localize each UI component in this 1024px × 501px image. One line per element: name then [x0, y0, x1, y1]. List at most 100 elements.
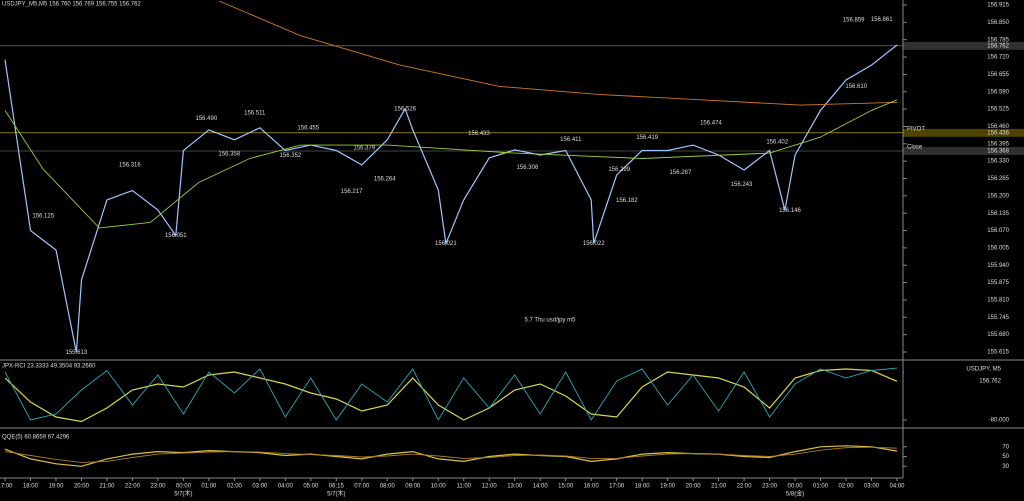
x-tick-label: 19:00: [660, 484, 676, 490]
date-label: 5/8(金): [786, 490, 804, 498]
y-tick-label: 70: [1002, 444, 1009, 450]
series-line: [4, 99, 898, 229]
price-annotation: 156.610: [845, 84, 867, 90]
x-tick-label: 09:00: [405, 484, 421, 490]
price-annotation: 156.051: [165, 233, 187, 239]
y-tick-label: 156.460: [987, 124, 1009, 130]
x-tick-label: 06:15: [329, 484, 345, 490]
series-line: [4, 445, 898, 467]
price-annotation: 156.411: [560, 137, 582, 143]
price-annotation: 156.243: [731, 182, 753, 188]
y-tick-label: 156.720: [987, 55, 1009, 61]
price-annotation: 156.526: [394, 106, 416, 112]
y-tick-label: 156.590: [987, 89, 1009, 95]
y-tick-label: 156.395: [987, 141, 1009, 147]
x-tick-label: 00:00: [788, 484, 804, 490]
x-tick-label: 23:00: [762, 484, 778, 490]
y-tick-label: 155.810: [987, 298, 1009, 304]
price-annotation: 156.402: [766, 140, 788, 146]
level-value: 156.762: [987, 43, 1009, 49]
y-tick-label: 156.915: [987, 3, 1009, 9]
x-tick-label: 16:00: [584, 484, 600, 490]
x-tick-label: 18:00: [635, 484, 651, 490]
y-tick-label: 156.330: [987, 159, 1009, 165]
price-annotation: 156.306: [517, 165, 539, 171]
x-tick-label: 21:00: [711, 484, 727, 490]
price-annotation: 156.264: [374, 176, 396, 182]
level-box: [903, 147, 1024, 156]
date-label: 5/7(木): [327, 490, 345, 498]
x-tick-label: 01:00: [813, 484, 829, 490]
x-tick-label: 12:00: [482, 484, 498, 490]
price-annotation: 156.217: [341, 189, 363, 195]
y-tick-label: 156.005: [987, 245, 1009, 251]
level-value: 156.436: [987, 130, 1009, 136]
y-tick-label: 156.265: [987, 176, 1009, 182]
price-annotation: 156.299: [608, 167, 630, 173]
x-tick-label: 11:00: [456, 484, 471, 490]
price-annotation: 156.146: [779, 208, 801, 214]
price-annotation: 156.511: [244, 110, 266, 116]
series-line: [4, 368, 898, 423]
series-line: [4, 367, 898, 421]
x-tick-label: 15:00: [558, 484, 574, 490]
y-tick-label: 156.785: [987, 37, 1009, 43]
price-annotation: 156.358: [218, 151, 240, 157]
watermark: 5.7 Thu usd/jpy m5: [525, 318, 577, 324]
x-tick-label: 08:00: [380, 484, 396, 490]
panel-title: QQE(5) 60.8659 67.4296: [2, 435, 70, 441]
price-annotation: 156.352: [280, 153, 302, 159]
price-annotation: 156.287: [670, 170, 692, 176]
y-tick-label: 155.680: [987, 332, 1009, 338]
y-tick-label: 155.875: [987, 280, 1009, 286]
level-label: PIVOT: [907, 126, 925, 132]
y-tick-label: 156.655: [987, 72, 1009, 78]
y-tick-label: 156.070: [987, 228, 1009, 234]
x-tick-label: 23:00: [150, 484, 166, 490]
x-tick-label: 03:00: [864, 484, 880, 490]
x-tick-label: 10:00: [431, 484, 447, 490]
y-tick-label: 156.850: [987, 20, 1009, 26]
price-annotation: 156.490: [195, 116, 217, 122]
price-annotation: 155.613: [66, 350, 88, 356]
y-tick-label: 30: [1002, 464, 1009, 470]
info-price: 156.762: [979, 379, 1001, 385]
panel-title: JPX-RCI 23.3333 49.3504 93.2660: [2, 364, 96, 370]
price-annotation: 156.022: [583, 241, 605, 247]
price-annotation: 156.316: [119, 162, 141, 168]
y-tick-label: 155.615: [987, 350, 1009, 356]
price-annotation: 156.182: [616, 198, 638, 204]
y-tick-label: 50: [1002, 454, 1009, 460]
panel-title: USDJPY_M5,M5 156.760 156.769 156.755 156…: [2, 2, 141, 8]
level-value: 156.368: [987, 149, 1009, 155]
series-line: [4, 44, 898, 353]
x-tick-label: 14:00: [533, 484, 549, 490]
x-tick-label: 20:00: [686, 484, 702, 490]
info-box: [904, 362, 1024, 390]
y-tick-label: -80.000: [989, 418, 1010, 424]
y-tick-label: 156.525: [987, 107, 1009, 113]
price-annotation: 156.474: [700, 120, 722, 126]
date-label: 5/7(木): [174, 490, 192, 498]
info-symbol: USDJPY, M5: [966, 367, 1001, 373]
x-tick-label: 00:00: [176, 484, 192, 490]
series-line: [4, 446, 898, 463]
x-tick-label: 02:00: [839, 484, 855, 490]
x-tick-label: 19:00: [48, 484, 64, 490]
series-line: [218, 0, 898, 106]
price-annotation: 156.859: [843, 18, 865, 24]
price-annotation: 156.125: [32, 213, 54, 219]
price-annotation: 156.455: [297, 125, 319, 131]
x-tick-label: 02:00: [227, 484, 243, 490]
y-tick-label: 155.745: [987, 315, 1009, 321]
x-tick-label: 22:00: [737, 484, 753, 490]
x-tick-label: 20:00: [74, 484, 90, 490]
y-tick-label: 156.135: [987, 211, 1009, 217]
x-tick-label: 21:00: [99, 484, 115, 490]
x-tick-label: 04:00: [278, 484, 294, 490]
x-tick-label: 05:00: [303, 484, 319, 490]
x-tick-label: 01:00: [201, 484, 217, 490]
x-tick-label: 13:00: [507, 484, 523, 490]
